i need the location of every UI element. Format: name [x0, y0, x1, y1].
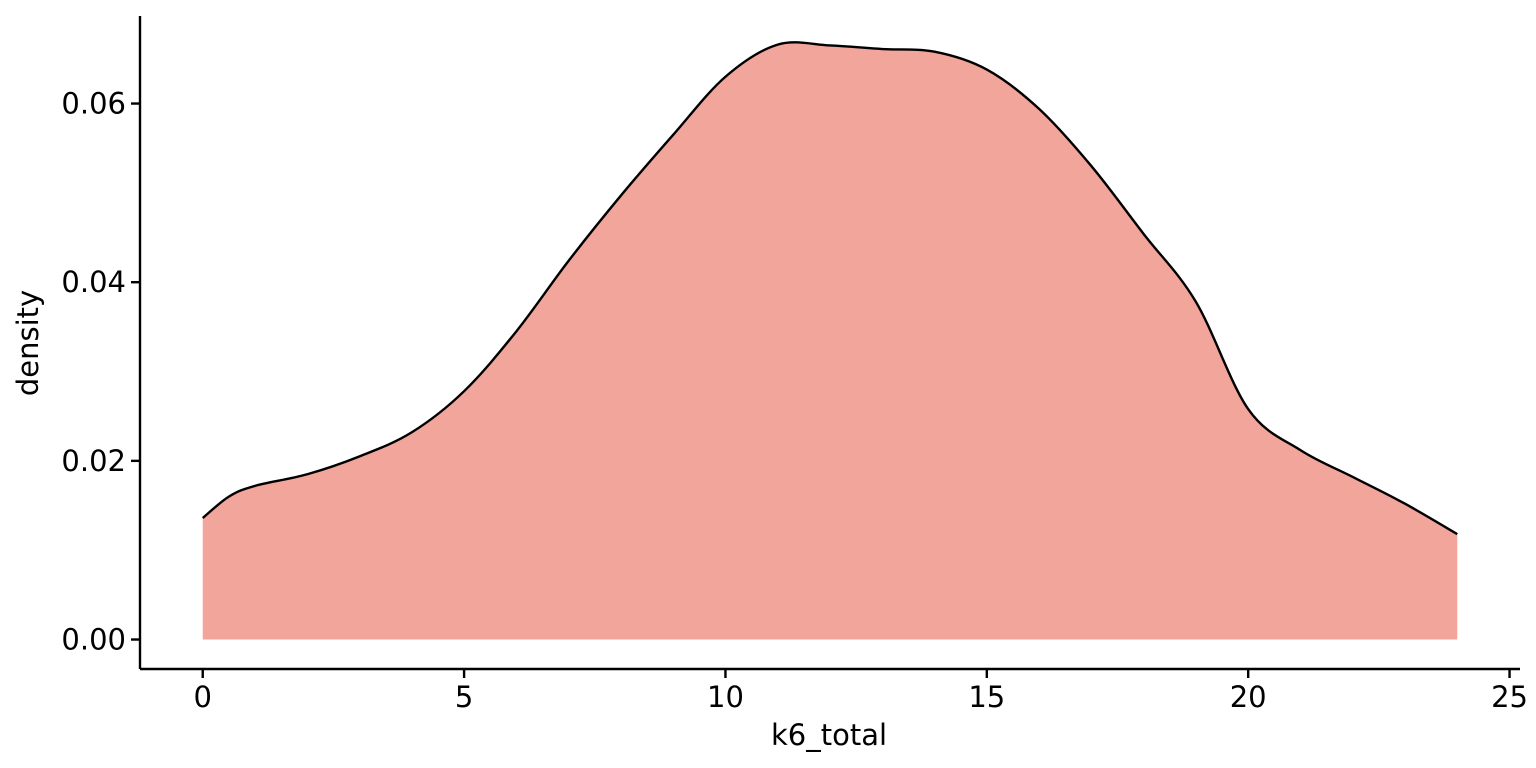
x-tick-label: 15 — [968, 680, 1005, 714]
density-curve — [201, 41, 1458, 536]
x-tick-label: 0 — [194, 680, 212, 714]
axes: 0 5 10 15 20 25 0.00 0.02 0.04 0.06 — [61, 16, 1528, 714]
x-tick-label: 25 — [1491, 680, 1528, 714]
x-tick-label: 5 — [455, 680, 473, 714]
y-tick-label: 0.06 — [61, 87, 126, 121]
y-axis-title: density — [11, 290, 45, 396]
y-tick-label: 0.00 — [61, 623, 126, 657]
y-tick-label: 0.04 — [61, 265, 126, 299]
y-tick-label: 0.02 — [61, 444, 126, 478]
x-tick-label: 10 — [707, 680, 744, 714]
axis-labels: k6_total density — [11, 290, 887, 752]
plot-area — [201, 41, 1458, 640]
x-tick-label: 20 — [1230, 680, 1267, 714]
x-axis-title: k6_total — [771, 718, 887, 752]
density-area — [202, 42, 1458, 640]
